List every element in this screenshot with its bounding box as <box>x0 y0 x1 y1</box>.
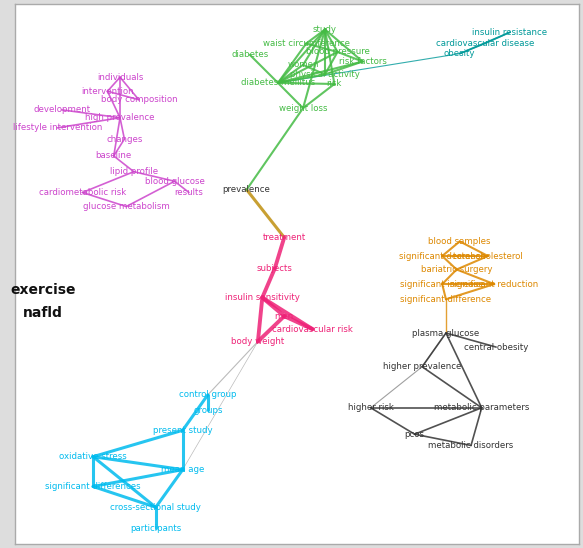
Text: significant decrease: significant decrease <box>399 252 486 260</box>
Text: significant reduction: significant reduction <box>450 279 538 289</box>
Text: development: development <box>33 105 90 115</box>
Text: present study: present study <box>153 426 213 435</box>
Text: body weight: body weight <box>231 337 285 346</box>
Text: high prevalence: high prevalence <box>85 113 154 122</box>
Text: mean age: mean age <box>161 465 205 474</box>
Text: study: study <box>313 25 337 34</box>
Text: physical activity: physical activity <box>290 70 360 79</box>
Text: higher risk: higher risk <box>348 403 394 412</box>
Text: metabolic disorders: metabolic disorders <box>429 441 514 450</box>
Text: waist circumference: waist circumference <box>263 39 350 48</box>
Text: total cholesterol: total cholesterol <box>453 252 523 260</box>
Text: participants: participants <box>130 523 181 533</box>
Text: plasma glucose: plasma glucose <box>412 329 480 338</box>
Text: higher prevalence: higher prevalence <box>383 362 461 371</box>
Text: insulin resistance: insulin resistance <box>472 28 547 37</box>
Text: body composition: body composition <box>100 95 177 104</box>
Text: changes: changes <box>106 135 143 144</box>
Text: prevalence: prevalence <box>223 185 271 194</box>
Text: control group: control group <box>179 390 237 399</box>
Text: blood glucose: blood glucose <box>145 177 205 186</box>
Text: treatment: treatment <box>262 233 306 242</box>
Text: significant increase: significant increase <box>401 279 484 289</box>
Text: cardiovascular risk: cardiovascular risk <box>272 324 353 334</box>
Text: lifestyle intervention: lifestyle intervention <box>13 123 102 132</box>
Text: cardiometabolic risk: cardiometabolic risk <box>39 188 126 197</box>
Text: oxidative stress: oxidative stress <box>59 452 127 461</box>
Text: cross-sectional study: cross-sectional study <box>110 503 201 512</box>
Text: lipid profile: lipid profile <box>110 167 158 176</box>
Text: baseline: baseline <box>96 151 132 161</box>
Text: groups: groups <box>193 406 223 414</box>
Text: subjects: subjects <box>257 264 293 273</box>
Text: men: men <box>275 312 294 321</box>
Text: pcos: pcos <box>405 430 424 439</box>
Text: diabetes: diabetes <box>231 50 268 59</box>
Text: nafld: nafld <box>23 306 63 321</box>
Text: bariatric surgery: bariatric surgery <box>421 265 493 274</box>
Text: significant difference: significant difference <box>401 295 491 304</box>
Text: intervention: intervention <box>81 87 134 96</box>
Text: risk: risk <box>326 79 342 88</box>
Text: cardiovascular disease: cardiovascular disease <box>436 39 534 48</box>
Text: central obesity: central obesity <box>464 342 528 352</box>
Text: exercise: exercise <box>10 283 76 296</box>
Text: blood pressure: blood pressure <box>305 48 370 56</box>
Text: weight loss: weight loss <box>279 104 327 113</box>
Text: metabolic parameters: metabolic parameters <box>434 403 529 412</box>
Text: glucose metabolism: glucose metabolism <box>83 202 170 211</box>
Text: obesity: obesity <box>444 49 476 58</box>
Text: individuals: individuals <box>97 73 143 82</box>
Text: risk factors: risk factors <box>339 57 387 66</box>
Text: diabetes mellitus: diabetes mellitus <box>241 78 315 87</box>
Text: insulin sensitivity: insulin sensitivity <box>225 293 300 302</box>
Text: blood samples: blood samples <box>429 237 491 246</box>
Text: results: results <box>174 188 203 197</box>
Text: significant differences: significant differences <box>45 482 141 491</box>
Text: women: women <box>287 60 319 70</box>
